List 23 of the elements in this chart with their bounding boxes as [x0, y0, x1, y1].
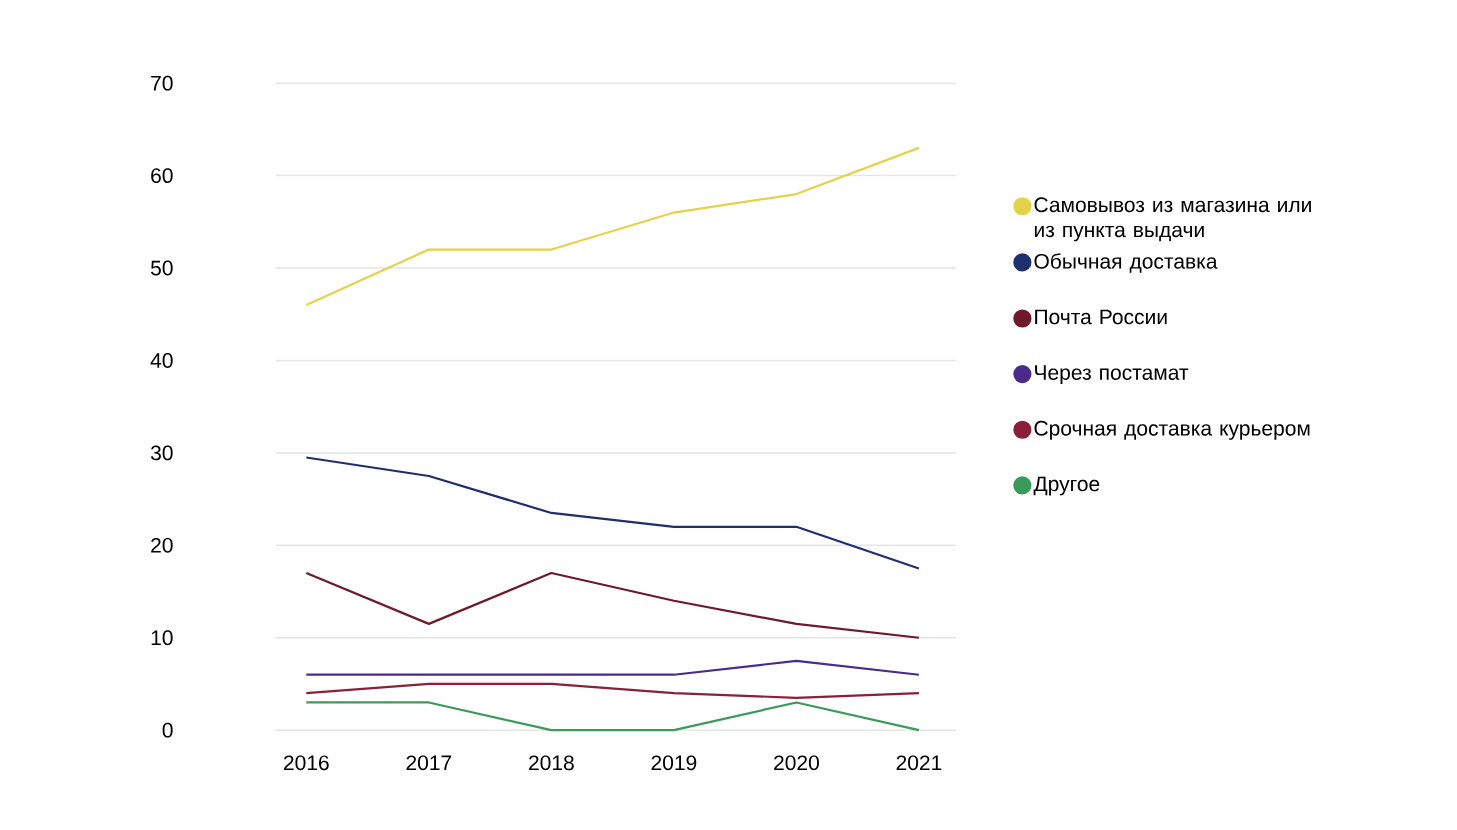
line-series — [305, 571, 921, 639]
line-series — [305, 456, 921, 570]
x-tick-label: 2019 — [651, 755, 697, 771]
x-tick-label: 2018 — [529, 755, 574, 771]
y-tick-label: 50 — [150, 260, 173, 276]
legend-label: Через постамат — [1035, 365, 1189, 385]
legend-label: Самовывоз из магазина или из пункта выдачи — [1034, 197, 1311, 242]
x-tick-label: 2017 — [406, 755, 452, 771]
x-tick-label: 2021 — [896, 755, 942, 771]
legend-label: Срочная доставка курьером — [1034, 420, 1310, 440]
legend-label: Другое — [1033, 476, 1100, 496]
y-tick-label: 40 — [150, 353, 173, 368]
y-tick-label: 30 — [150, 445, 173, 461]
y-tick-label: 60 — [151, 168, 173, 184]
y-tick-label: 20 — [151, 537, 173, 553]
y-tick-label: 10 — [151, 630, 173, 646]
legend-label: Почта России — [1035, 309, 1167, 325]
y-tick-label: 70 — [151, 75, 173, 91]
y-tick-label: 0 — [162, 722, 173, 738]
legend-label: Обычная доставка — [1034, 253, 1218, 273]
line-series — [305, 146, 921, 307]
x-tick-label: 2016 — [284, 755, 329, 771]
x-tick-label: 2020 — [774, 755, 819, 771]
